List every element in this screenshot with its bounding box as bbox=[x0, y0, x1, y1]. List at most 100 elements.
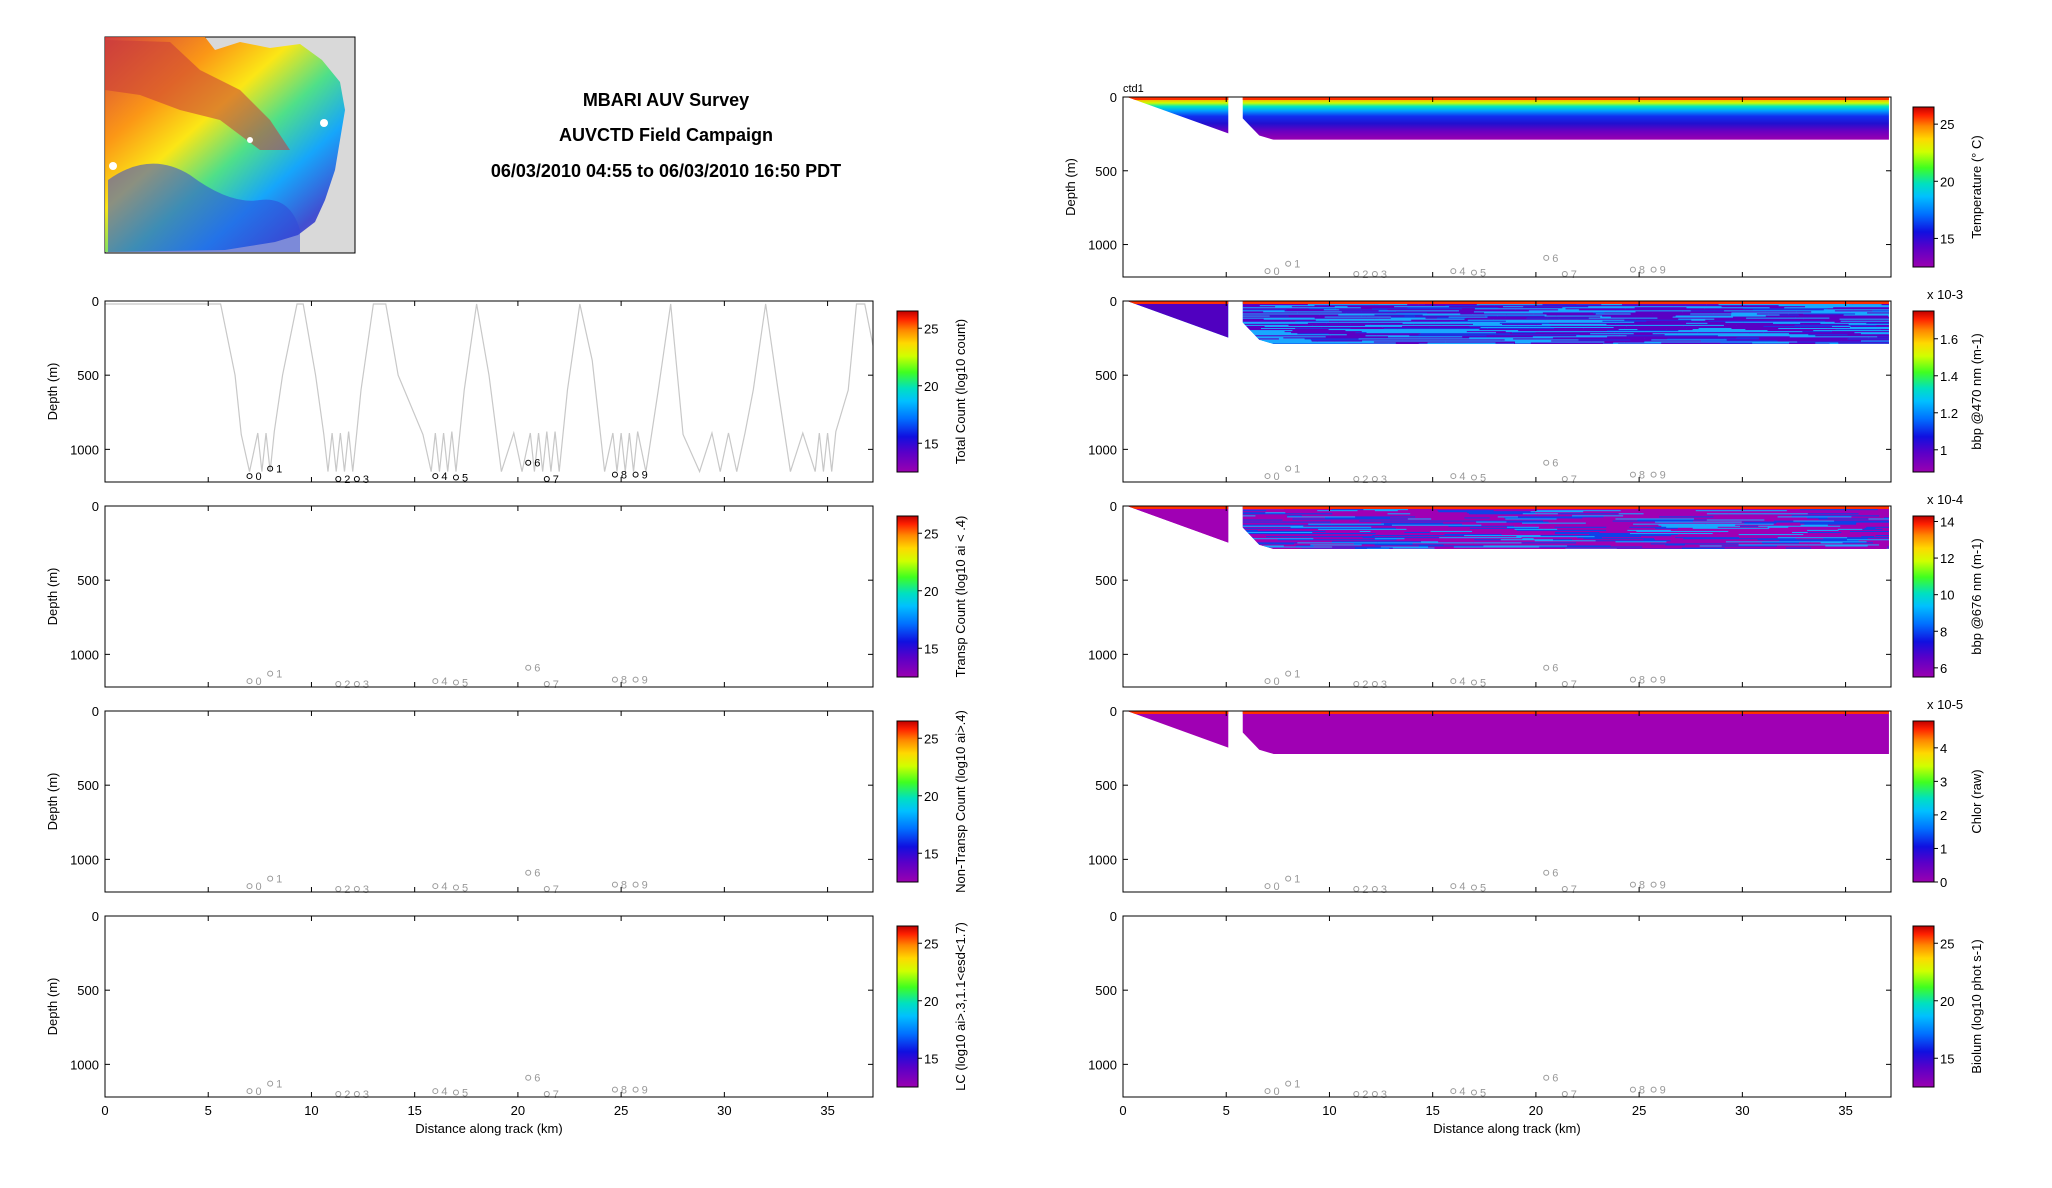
heatmap-cell bbox=[1596, 519, 1638, 522]
heatmap-cell bbox=[1733, 316, 1796, 319]
heatmap-cell bbox=[1837, 535, 1862, 537]
colorbar bbox=[1912, 106, 1935, 268]
heatmap-cell bbox=[1704, 336, 1790, 338]
panel-chlor: 0 1 2 3 4 5 6 7 8 9 0 500 1000 0 1 2 3 4 Chlor (raw) x 10-5 bbox=[1088, 697, 1984, 896]
heatmap-cell bbox=[1346, 525, 1383, 528]
heatmap-cell bbox=[1866, 521, 1888, 524]
heatmap-cell bbox=[1525, 547, 1607, 550]
waypoint-marker bbox=[1650, 881, 1657, 888]
heatmap-cell bbox=[1264, 325, 1328, 328]
colorbar-tick-label: 12 bbox=[1940, 551, 1954, 566]
heatmap-cell bbox=[1242, 540, 1281, 542]
heatmap-cell bbox=[1602, 315, 1676, 318]
waypoint-label: 3 bbox=[1381, 474, 1387, 486]
heatmap-cell bbox=[1768, 313, 1789, 316]
waypoint-label: 9 bbox=[1660, 265, 1666, 277]
heatmap-cell bbox=[1624, 319, 1692, 322]
heatmap-cell bbox=[1328, 329, 1398, 331]
colorbar-tick-label: 15 bbox=[924, 1051, 938, 1066]
waypoint-marker bbox=[1450, 678, 1457, 685]
heatmap-cell bbox=[1378, 534, 1445, 536]
heatmap-cell bbox=[1290, 528, 1319, 531]
heatmap-cell bbox=[1788, 313, 1804, 316]
heatmap-cell bbox=[1496, 332, 1513, 334]
heatmap-cell bbox=[1331, 541, 1422, 543]
heatmap-cell bbox=[1655, 527, 1678, 530]
heatmap-cell bbox=[1776, 519, 1870, 522]
heatmap-cell bbox=[1504, 339, 1579, 341]
waypoint-label: 1 bbox=[276, 669, 282, 681]
heatmap-cell bbox=[1735, 538, 1796, 540]
heatmap-cell bbox=[1257, 529, 1324, 532]
colorbar bbox=[1912, 515, 1935, 678]
y-tick-label: 1000 bbox=[70, 647, 99, 662]
waypoint-label: 3 bbox=[1381, 269, 1387, 281]
heatmap-cell bbox=[1418, 334, 1441, 336]
heatmap-cell bbox=[1242, 343, 1257, 345]
heatmap-cell bbox=[1282, 519, 1359, 522]
heatmap-cell bbox=[1594, 536, 1642, 538]
heatmap-cell bbox=[1752, 342, 1790, 345]
heatmap-cell bbox=[1652, 333, 1678, 335]
heatmap-cell bbox=[1489, 517, 1505, 519]
heatmap-cell bbox=[1694, 518, 1781, 521]
heatmap-cell bbox=[1804, 523, 1857, 526]
heatmap-cell bbox=[1523, 305, 1600, 307]
heatmap-cell bbox=[1569, 324, 1633, 327]
heatmap-cell bbox=[1406, 515, 1497, 517]
heatmap-cell bbox=[1372, 308, 1462, 310]
heatmap-cell bbox=[1874, 536, 1889, 538]
heatmap-cell bbox=[1761, 542, 1800, 544]
heatmap-cell bbox=[1285, 512, 1376, 514]
heatmap-cell bbox=[1517, 519, 1597, 522]
heatmap-cell bbox=[1372, 535, 1451, 537]
heatmap-cell bbox=[1635, 318, 1679, 321]
heatmap-cell bbox=[1367, 320, 1435, 323]
colorbar-tick-label: 2 bbox=[1940, 808, 1947, 823]
waypoint-marker bbox=[1650, 1086, 1657, 1093]
heatmap-cell bbox=[1765, 315, 1853, 318]
y-tick-label: 500 bbox=[1095, 164, 1117, 179]
colorbar-label: bbp @470 nm (m-1) bbox=[1969, 333, 1984, 450]
heatmap-cell bbox=[1450, 320, 1469, 323]
heatmap-cell bbox=[1284, 331, 1333, 333]
heatmap-cell bbox=[1501, 534, 1547, 536]
waypoint-marker bbox=[353, 886, 360, 893]
waypoint-label: 6 bbox=[534, 663, 540, 675]
heatmap-cell bbox=[1527, 514, 1591, 516]
waypoint-label: 9 bbox=[642, 880, 648, 892]
heatmap-cell bbox=[1776, 535, 1791, 537]
heatmap-cell bbox=[1867, 545, 1888, 548]
heatmap-cell bbox=[1856, 306, 1889, 308]
heatmap-cell bbox=[1376, 335, 1410, 337]
heatmap-cell bbox=[1572, 515, 1624, 517]
heatmap-cell bbox=[1309, 306, 1335, 308]
heatmap-cell bbox=[1554, 531, 1600, 534]
heatmap-cell bbox=[1263, 311, 1342, 313]
heatmap-cell bbox=[1611, 337, 1645, 339]
heatmap-surface bbox=[1127, 506, 1889, 509]
y-tick-label: 500 bbox=[1095, 778, 1117, 793]
heatmap-cell bbox=[1705, 548, 1741, 550]
heatmap-cell bbox=[1272, 528, 1291, 531]
waypoint-marker bbox=[353, 1091, 360, 1098]
heatmap-cell bbox=[1744, 522, 1777, 525]
heatmap-cell bbox=[1537, 513, 1558, 515]
heatmap-cell bbox=[1242, 317, 1315, 320]
heatmap-cell bbox=[1579, 334, 1620, 336]
heatmap-cell bbox=[1787, 304, 1853, 306]
heatmap-cell bbox=[1625, 308, 1705, 310]
heatmap-cell bbox=[1800, 326, 1850, 329]
colorbar-tick-label: 4 bbox=[1940, 741, 1947, 756]
heatmap-cell bbox=[1464, 318, 1494, 321]
heatmap-cell bbox=[1242, 514, 1285, 516]
waypoint-label: 3 bbox=[1381, 1089, 1387, 1101]
heatmap-cell bbox=[1242, 518, 1293, 521]
waypoint-label: 1 bbox=[1294, 259, 1300, 271]
heatmap-cell bbox=[1630, 339, 1652, 341]
heatmap-cell bbox=[1242, 314, 1261, 317]
y-tick-label: 500 bbox=[1095, 983, 1117, 998]
waypoint-label: 4 bbox=[1459, 881, 1465, 893]
panel-title: ctd1 bbox=[1123, 83, 1144, 95]
heatmap-cell bbox=[1496, 515, 1573, 517]
